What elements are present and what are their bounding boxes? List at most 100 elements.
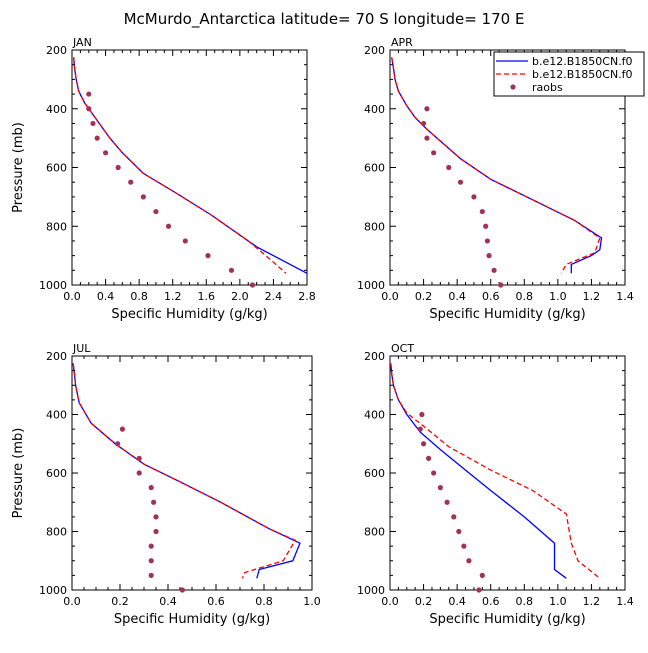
- raobs-point: [182, 238, 188, 244]
- raobs-point: [420, 120, 427, 127]
- raobs-point: [115, 164, 121, 171]
- x-tick-label: 0.8: [516, 290, 534, 303]
- raobs-point: [420, 441, 427, 447]
- raobs-point: [128, 179, 134, 185]
- raobs-point: [498, 282, 504, 288]
- raobs-point: [466, 558, 472, 564]
- plot-frame: [71, 355, 313, 591]
- panel-title: JAN: [72, 36, 92, 49]
- raobs-point: [148, 558, 154, 564]
- plot-frame: [71, 49, 308, 286]
- x-tick-label: 1.0: [549, 290, 567, 303]
- raobs-point: [431, 470, 437, 476]
- raobs-point: [446, 164, 452, 171]
- legend-marker-dot: [510, 84, 516, 90]
- x-tick-label: 1.6: [198, 290, 216, 303]
- x-tick-label: 1.4: [616, 595, 634, 608]
- raobs-point: [136, 455, 142, 461]
- x-tick-label: 0.4: [97, 290, 115, 303]
- raobs-point: [444, 499, 450, 505]
- x-tick-label: 0.8: [255, 595, 273, 608]
- x-tick-label: 0.6: [482, 290, 500, 303]
- raobs-point: [205, 253, 211, 259]
- raobs-point: [424, 106, 430, 112]
- y-tick-label: 1000: [39, 279, 67, 292]
- x-tick-label: 2.4: [265, 290, 283, 303]
- raobs-point: [86, 106, 92, 112]
- raobs-point: [483, 223, 489, 229]
- series-line-solid: [390, 363, 567, 579]
- raobs-point: [165, 223, 172, 229]
- raobs-point: [424, 135, 430, 141]
- raobs-point: [153, 528, 159, 535]
- raobs-point: [249, 282, 256, 288]
- x-tick-label: 0.2: [415, 290, 433, 303]
- raobs-point: [479, 572, 485, 578]
- y-tick-label: 600: [46, 162, 67, 175]
- x-tick-label: 0.0: [63, 595, 81, 608]
- x-tick-label: 1.0: [303, 595, 321, 608]
- x-tick-label: 1.2: [583, 595, 601, 608]
- x-axis-label: Specific Humidity (g/kg): [111, 307, 267, 322]
- y-tick-label: 400: [364, 409, 385, 422]
- x-tick-label: 1.2: [164, 290, 182, 303]
- x-tick-label: 2.8: [298, 290, 316, 303]
- raobs-point: [437, 485, 443, 491]
- panels: JAN 0.0 0.4 0.8 1.2 1.6 2.0 2.4 2.8 200 400 600 800 1…: [11, 36, 634, 627]
- y-tick-label: 600: [364, 162, 385, 175]
- raobs-point: [417, 426, 423, 432]
- legend-label: b.e12.B1850CN.f0: [532, 55, 633, 68]
- raobs-point: [426, 455, 432, 461]
- series-line-dashed: [390, 363, 601, 579]
- figure-title: McMurdo_Antarctica latitude= 70 S longit…: [124, 10, 525, 29]
- x-tick-label: 1.2: [583, 290, 601, 303]
- legend-label: raobs: [532, 81, 563, 94]
- x-tick-label: 0.6: [207, 595, 225, 608]
- y-tick-label: 400: [364, 103, 385, 116]
- y-tick-label: 800: [364, 220, 385, 233]
- x-tick-label: 1.0: [549, 595, 567, 608]
- raobs-point: [486, 253, 492, 259]
- y-tick-label: 200: [364, 44, 385, 57]
- raobs-point: [484, 238, 490, 244]
- raobs-point: [94, 135, 100, 141]
- x-tick-label: 0.0: [63, 290, 81, 303]
- x-tick-label: 0.6: [482, 595, 500, 608]
- panel-apr: APR 0.0 0.2 0.4 0.6 0.8 1.0 1.2 1.4 200 400 600 800 1…: [357, 36, 634, 322]
- panel-jul: JUL 0.0 0.2 0.4 0.6 0.8 1.0 200 400 600 800 1000 Spe…: [11, 342, 321, 627]
- x-axis-label: Specific Humidity (g/kg): [114, 612, 270, 627]
- y-tick-label: 400: [46, 103, 67, 116]
- y-axis-label: Pressure (mb): [11, 428, 26, 519]
- y-tick-label: 800: [46, 526, 67, 539]
- panel-title: OCT: [391, 342, 414, 355]
- raobs-point: [471, 194, 477, 200]
- raobs-point: [491, 267, 497, 273]
- legend-label: b.e12.B1850CN.f0: [532, 68, 633, 81]
- raobs-point: [476, 587, 482, 593]
- x-tick-label: 0.0: [381, 290, 399, 303]
- raobs-point: [479, 208, 485, 215]
- raobs-point: [136, 470, 142, 476]
- raobs-point: [461, 543, 467, 549]
- raobs-point: [119, 426, 125, 432]
- raobs-point: [431, 150, 437, 156]
- raobs-point: [148, 572, 154, 578]
- y-tick-label: 200: [46, 350, 67, 363]
- series-line-dashed: [391, 57, 601, 274]
- y-tick-label: 600: [46, 467, 67, 480]
- x-tick-label: 0.4: [448, 290, 466, 303]
- x-tick-label: 1.4: [616, 290, 634, 303]
- y-axis-label: Pressure (mb): [11, 122, 26, 213]
- x-tick-label: 0.2: [415, 595, 433, 608]
- x-tick-label: 0.0: [381, 595, 399, 608]
- raobs-point: [179, 587, 185, 593]
- raobs-point: [457, 179, 464, 185]
- raobs-point: [148, 485, 154, 491]
- legend-box: [493, 51, 645, 97]
- panel-title: APR: [391, 36, 413, 49]
- series-line-solid: [73, 57, 308, 274]
- raobs-point: [151, 499, 157, 505]
